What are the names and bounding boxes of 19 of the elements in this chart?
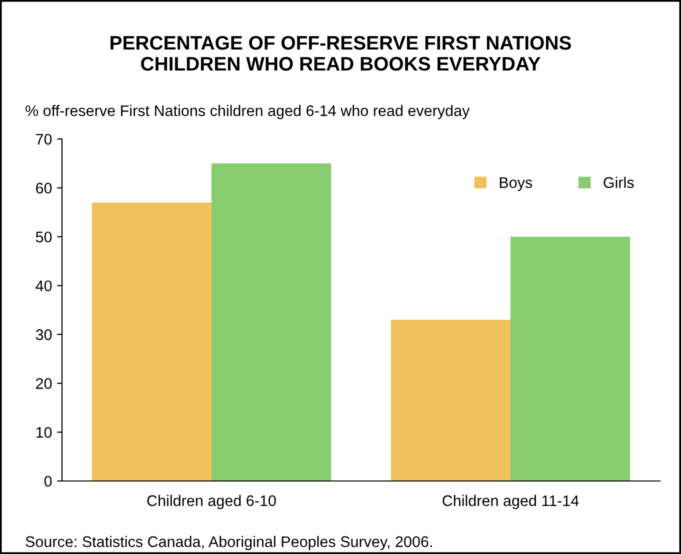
y-tick-label: 40: [36, 280, 52, 292]
bar: [92, 202, 212, 481]
bar: [390, 320, 510, 481]
y-tick-label: 10: [36, 427, 52, 438]
y-tick-label: 70: [36, 134, 52, 145]
bar: [212, 163, 332, 481]
legend-label: Boys: [500, 177, 532, 192]
y-tick-label: 50: [36, 232, 52, 242]
legend-label: Girls: [604, 176, 634, 188]
x-tick-label: Children aged 11-14: [442, 494, 579, 510]
y-axis-title: % off-reserve First Nations children aged 6-14 who read everyday: [26, 104, 470, 120]
chart-title: PERCENTAGE OF OFF-RESERVE FIRST NATIONS CHILDREN WHO READ BOOKS EVERYDAY: [110, 36, 571, 71]
y-tick-label: 60: [36, 182, 52, 194]
y-tick-label: 0: [44, 476, 52, 487]
x-tick-label: Children aged 6-10: [147, 494, 276, 510]
bar: [510, 236, 630, 481]
y-tick-label: 30: [36, 329, 52, 340]
source-note: Source: Statistics Canada, Aboriginal Peoples Survey, 2006.: [26, 536, 432, 550]
y-tick-label: 20: [36, 378, 52, 389]
